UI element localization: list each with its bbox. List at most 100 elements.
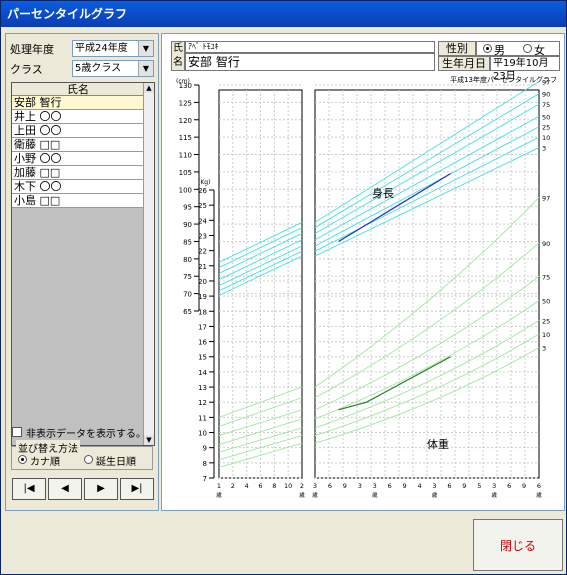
height-percentile-line [218, 255, 303, 296]
height-tick-label: 125 [179, 99, 192, 107]
weight-percentile-line [314, 197, 540, 388]
x-tick-label: 3 [432, 482, 436, 490]
weight-tick-label: 21 [198, 263, 207, 271]
list-item[interactable]: 井上 〇〇 [12, 110, 144, 124]
height-tick-label: 95 [183, 204, 192, 212]
x-tick-label: 3 [492, 482, 496, 490]
chevron-down-icon[interactable]: ▼ [138, 41, 153, 56]
next-record-button[interactable]: ▶ [84, 478, 118, 500]
weight-tick-label: 20 [198, 278, 207, 286]
weight-tick-label: 13 [198, 384, 207, 392]
list-item[interactable]: 加藤 □□ [12, 166, 144, 180]
height-tick-label: 65 [183, 308, 192, 316]
height-tick-label: 130 [179, 82, 192, 90]
sex-label: 性別 [438, 41, 476, 56]
scroll-down-icon[interactable]: ▼ [144, 435, 154, 445]
first-record-button[interactable]: |◀ [12, 478, 46, 500]
x-tick-label: 4 [417, 482, 421, 490]
x-tick-label: 8 [272, 482, 276, 490]
close-button[interactable]: 閉じる [473, 519, 563, 571]
x-tick-label: 6 [388, 482, 392, 490]
list-scrollbar[interactable]: ▲ ▼ [143, 83, 154, 445]
height-percentile-label: 50 [542, 113, 550, 121]
weight-percentile-line [218, 442, 303, 468]
x-unit-label: 歳 [491, 491, 497, 499]
weight-tick-label: 25 [198, 202, 207, 210]
x-tick-label: 9 [522, 482, 526, 490]
chevron-down-icon[interactable]: ▼ [138, 61, 153, 76]
height-series-line [338, 173, 451, 242]
height-tick-label: 80 [183, 256, 192, 264]
list-item[interactable]: 木下 〇〇 [12, 180, 144, 194]
weight-tick-label: 7 [203, 475, 207, 483]
list-item[interactable]: 小野 〇〇 [12, 152, 144, 166]
weight-tick-label: 15 [198, 354, 207, 362]
x-unit-label: 歳 [432, 491, 438, 499]
list-item[interactable]: 上田 〇〇 [12, 124, 144, 138]
height-tick-label: 105 [179, 169, 192, 177]
list-item[interactable]: 衛藤 □□ [12, 138, 144, 152]
name-label: 氏名 [171, 41, 185, 71]
weight-percentile-label: 25 [542, 317, 550, 325]
weight-tick-label: 16 [198, 339, 207, 347]
weight-percentile-line [314, 276, 540, 411]
x-tick-label: 9 [462, 482, 466, 490]
sort-birth-radio[interactable] [84, 455, 93, 464]
weight-tick-label: 12 [198, 399, 207, 407]
year-value: 平成24年度 [75, 43, 128, 54]
height-percentile-label: 97 [542, 79, 550, 87]
student-rows: 安部 智行 井上 〇〇 上田 〇〇 衛藤 □□ 小野 〇〇 加藤 □□ 木下 〇… [12, 96, 144, 208]
weight-percentile-line [218, 427, 303, 453]
sort-group: 並び替え方法 カナ順 誕生日順 [11, 440, 153, 470]
sex-male-radio[interactable] [483, 44, 492, 53]
weight-unit: (Kg) [198, 179, 210, 186]
class-value: 5歳クラス [75, 63, 122, 74]
weight-percentile-line [314, 319, 540, 429]
weight-percentile-label: 50 [542, 298, 550, 306]
weight-percentile-line [218, 397, 303, 427]
height-tick-label: 90 [183, 221, 192, 229]
weight-series-line [338, 356, 451, 411]
class-select[interactable]: 5歳クラス ▼ [72, 60, 154, 77]
student-list[interactable]: 氏名 安部 智行 井上 〇〇 上田 〇〇 衛藤 □□ 小野 〇〇 加藤 □□ 木… [11, 82, 155, 446]
year-label: 処理年度 [10, 43, 54, 56]
sex-male-label: 男 [494, 44, 505, 57]
prev-record-button[interactable]: ◀ [48, 478, 82, 500]
x-tick-label: 3 [358, 482, 362, 490]
x-tick-label: 4 [245, 482, 249, 490]
height-percentile-label: 75 [542, 101, 550, 109]
height-percentile-label: 25 [542, 124, 550, 132]
name-value: 安部 智行 [185, 53, 435, 71]
weight-tick-label: 8 [203, 460, 207, 468]
sort-group-label: 並び替え方法 [16, 440, 80, 455]
height-percentile-line [314, 93, 540, 228]
sex-female-radio[interactable] [523, 44, 532, 53]
weight-percentile-line [218, 435, 303, 461]
x-tick-label: 6 [537, 482, 541, 490]
sex-female-label: 女 [534, 44, 545, 57]
weight-percentile-line [314, 333, 540, 436]
show-hidden-label: 非表示データを表示する。 [26, 429, 146, 440]
list-item[interactable]: 安部 智行 [12, 96, 144, 110]
last-record-button[interactable]: ▶| [120, 478, 154, 500]
height-tick-label: 75 [183, 273, 192, 281]
student-panel: 処理年度 平成24年度 ▼ クラス 5歳クラス ▼ 氏名 安部 智行 井上 〇〇… [5, 33, 159, 511]
name-kana: ｱﾍﾞ ﾄﾓﾕｷ [185, 41, 435, 53]
x-unit-label: 歳 [372, 491, 378, 499]
scroll-up-icon[interactable]: ▲ [144, 83, 154, 93]
x-tick-label: 9 [403, 482, 407, 490]
chart-panel: 氏名 ｱﾍﾞ ﾄﾓﾕｷ 安部 智行 性別 男 女 生年月日 平19年10月23日… [161, 33, 565, 511]
x-tick-label: 6 [258, 482, 262, 490]
height-percentile-label: 3 [542, 145, 546, 153]
class-label: クラス [10, 63, 43, 76]
sort-kana-radio[interactable] [18, 455, 27, 464]
weight-percentile-line [314, 347, 540, 444]
weight-tick-label: 22 [198, 248, 207, 256]
year-select[interactable]: 平成24年度 ▼ [72, 40, 154, 57]
weight-tick-label: 18 [198, 308, 207, 316]
weight-tick-label: 11 [198, 414, 207, 422]
height-percentile-line [218, 233, 303, 274]
show-hidden-checkbox[interactable] [12, 427, 22, 437]
weight-percentile-line [218, 386, 303, 418]
list-item[interactable]: 小島 □□ [12, 194, 144, 208]
